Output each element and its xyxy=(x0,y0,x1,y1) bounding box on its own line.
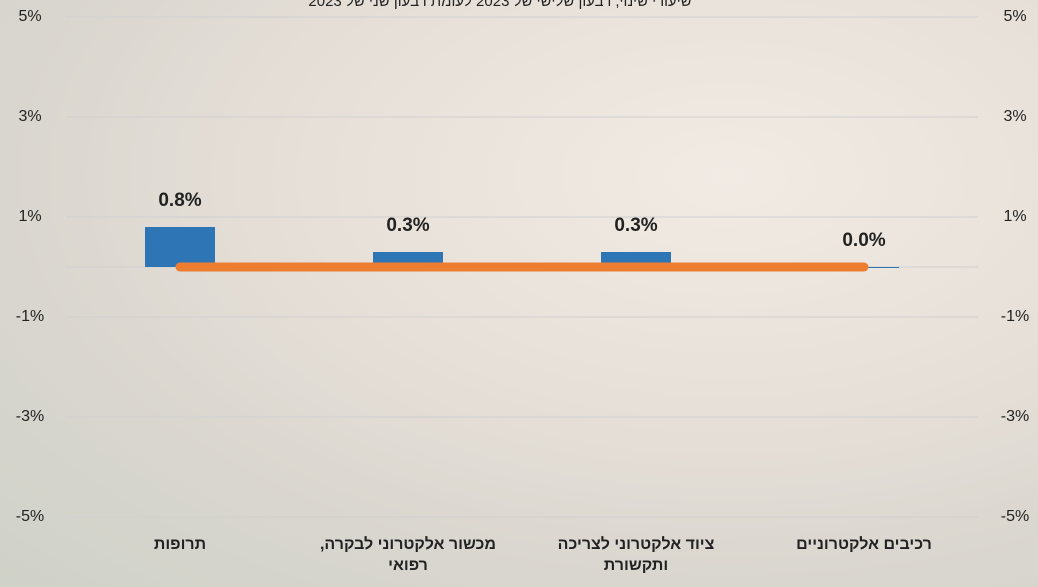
chart-title: שיעורי שינוי, רבעון שלישי של 2023 לעומת … xyxy=(308,0,691,10)
y-tick-label: -1% xyxy=(16,308,44,325)
y2-tick-label: 5% xyxy=(1003,8,1026,25)
y-tick-label: -3% xyxy=(16,408,44,425)
y2-tick-label: 1% xyxy=(1003,208,1026,225)
y-tick-label: 5% xyxy=(18,8,41,25)
data-label: 0.0% xyxy=(842,230,885,251)
chart-area: שיעורי שינוי, רבעון שלישי של 2023 לעומת … xyxy=(0,0,1038,587)
y2-tick-label: -1% xyxy=(1001,308,1029,325)
y2-tick-label: -3% xyxy=(1001,408,1029,425)
data-label: 0.8% xyxy=(158,190,201,211)
chart: שיעורי שינוי, רבעון שלישי של 2023 לעומת … xyxy=(0,0,1038,587)
x-tick-label: תרופות xyxy=(80,534,280,555)
x-tick-label: ציוד אלקטרוני לצריכה ותקשורת xyxy=(536,534,736,576)
x-tick-label: רכיבים אלקטרוניים xyxy=(764,534,964,555)
y-tick-label: -5% xyxy=(16,508,44,525)
x-tick-label: מכשור אלקטרוני לבקרה, רפואי xyxy=(308,534,508,576)
y2-tick-label: 3% xyxy=(1003,108,1026,125)
y-tick-label: 1% xyxy=(18,208,41,225)
bar xyxy=(145,227,215,267)
y2-tick-label: -5% xyxy=(1001,508,1029,525)
data-label: 0.3% xyxy=(614,215,657,236)
data-label: 0.3% xyxy=(386,215,429,236)
y-tick-label: 3% xyxy=(18,108,41,125)
